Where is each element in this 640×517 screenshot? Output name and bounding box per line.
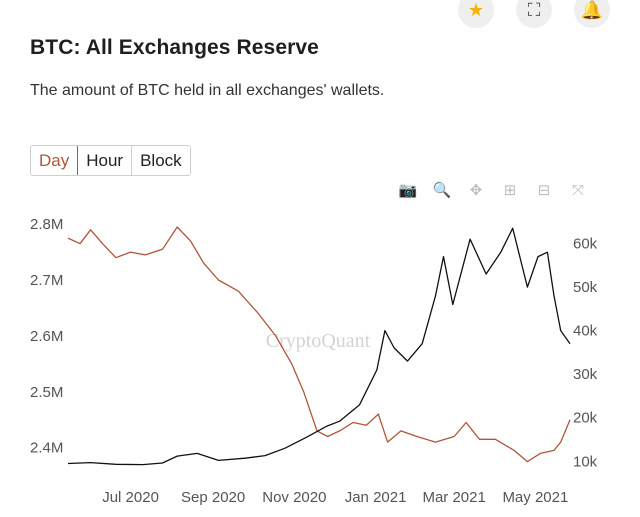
y-right-tick: 50k xyxy=(573,279,598,296)
expand-icon: ⛶ xyxy=(527,0,541,20)
x-tick: Jul 2020 xyxy=(102,489,159,506)
x-tick: Sep 2020 xyxy=(181,489,245,506)
page-title: BTC: All Exchanges Reserve xyxy=(30,36,319,59)
y-left-tick: 2.5M xyxy=(30,384,63,401)
tab-block[interactable]: Block xyxy=(132,146,190,175)
watermark: CryptoQuant xyxy=(266,330,371,352)
camera-icon[interactable]: 📷 xyxy=(398,182,418,199)
page-subtitle: The amount of BTC held in all exchanges'… xyxy=(30,82,385,99)
star-button[interactable]: ★ xyxy=(458,0,494,28)
bell-icon: 🔔 xyxy=(580,0,604,20)
right-axis: 60k 50k 40k 30k 20k 10k xyxy=(573,235,598,470)
series-group xyxy=(67,226,571,466)
y-right-tick: 20k xyxy=(573,410,598,427)
y-left-tick: 2.8M xyxy=(30,216,63,233)
y-left-tick: 2.7M xyxy=(30,272,63,289)
star-icon: ★ xyxy=(467,0,485,20)
chart[interactable]: 2.8M2.7M2.6M2.5M2.4M 60k50k40k30k20k10k … xyxy=(0,195,640,517)
x-tick: Mar 2021 xyxy=(422,489,485,506)
y-right-tick: 40k xyxy=(573,323,598,340)
chart-toolbar: 📷 🔍 ✥ ⊞ ⊟ ⤧ xyxy=(398,180,588,200)
x-tick: Jan 2021 xyxy=(345,489,407,506)
tab-day[interactable]: Day xyxy=(30,146,79,175)
bell-button[interactable]: 🔔 xyxy=(574,0,610,28)
zoom-icon[interactable]: 🔍 xyxy=(432,182,452,199)
pan-icon[interactable]: ✥ xyxy=(469,182,483,199)
y-right-tick: 30k xyxy=(573,366,598,383)
y-right-tick: 10k xyxy=(573,453,598,470)
x-axis: Jul 2020 Sep 2020 Nov 2020 Jan 2021 Mar 2021… xyxy=(102,489,568,506)
tab-hour[interactable]: Hour xyxy=(78,146,133,175)
top-actions: ★ ⛶ 🔔 xyxy=(458,0,610,28)
x-tick: Nov 2020 xyxy=(262,489,326,506)
y-right-tick: 60k xyxy=(573,235,598,252)
y-left-tick: 2.4M xyxy=(30,440,63,457)
expand-button[interactable]: ⛶ xyxy=(516,0,552,28)
left-axis: 2.8M 2.7M 2.6M 2.5M 2.4M xyxy=(30,216,63,456)
price-line[interactable] xyxy=(67,227,571,466)
interval-selector: Day Hour Block xyxy=(30,145,191,176)
autoscale-icon[interactable]: ⤧ xyxy=(571,181,584,199)
zoom-in-icon[interactable]: ⊞ xyxy=(503,182,517,199)
zoom-out-icon[interactable]: ⊟ xyxy=(537,182,551,199)
reserve-line[interactable] xyxy=(67,226,571,463)
y-left-tick: 2.6M xyxy=(30,328,63,345)
x-tick: May 2021 xyxy=(502,489,568,506)
